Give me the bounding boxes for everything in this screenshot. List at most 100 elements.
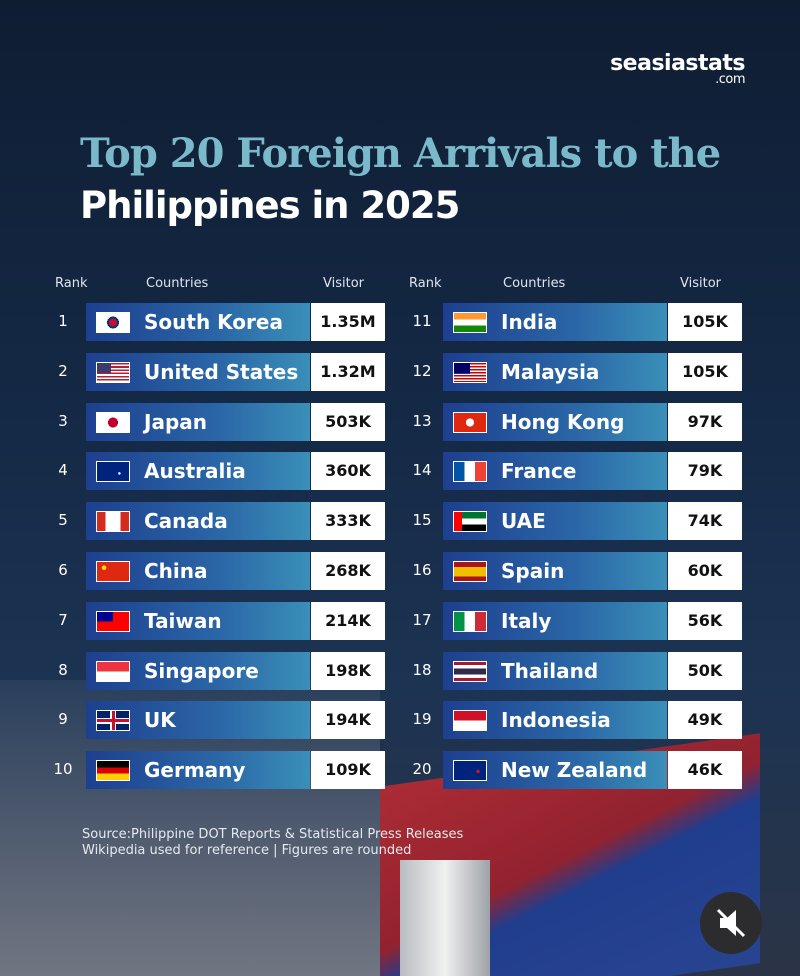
country-pill: Indonesia <box>443 701 667 740</box>
country-pill: South Korea <box>86 303 310 341</box>
visitor-count: 503K <box>311 402 385 441</box>
brand: seasiastats .com <box>610 53 745 87</box>
country-name: Thailand <box>501 658 599 683</box>
rank: 8 <box>58 660 68 679</box>
country-name: Malaysia <box>501 359 600 384</box>
column-header: Visitor <box>680 276 721 291</box>
visitor-count: 1.32M <box>311 352 385 391</box>
flag <box>453 760 487 782</box>
country-name: Italy <box>501 608 552 633</box>
country-pill: Thailand <box>443 651 667 690</box>
country-name: Singapore <box>144 658 259 683</box>
title-line2: Philippines in 2025 <box>80 184 460 227</box>
country-pill: United States <box>86 352 310 391</box>
country-pill: France <box>443 452 667 491</box>
visitor-count: 56K <box>668 601 742 640</box>
country-name: South Korea <box>144 310 283 334</box>
rank: 20 <box>412 760 432 779</box>
visitor-count: 49K <box>668 701 742 740</box>
note: Wikipedia used for reference | Figures a… <box>82 843 412 858</box>
visitor-count: 60K <box>668 552 742 590</box>
country-name: Germany <box>144 758 246 783</box>
rank: 11 <box>412 312 432 330</box>
rank: 6 <box>58 561 68 579</box>
country-name: UAE <box>501 509 546 534</box>
rank: 14 <box>412 461 432 480</box>
column-header: Visitor <box>323 276 364 291</box>
rank: 19 <box>412 710 432 729</box>
country-pill: UK <box>86 701 310 740</box>
rank: 15 <box>412 511 432 530</box>
pillar <box>400 860 490 976</box>
country-name: UK <box>144 708 176 733</box>
country-pill: Canada <box>86 502 310 541</box>
country-name: France <box>501 459 577 484</box>
rank: 10 <box>53 760 73 779</box>
country-pill: Italy <box>443 601 667 640</box>
country-pill: Malaysia <box>443 352 667 391</box>
flag <box>96 461 130 483</box>
country-name: New Zealand <box>501 758 648 783</box>
country-name: Taiwan <box>144 608 222 633</box>
flag <box>453 561 487 582</box>
flag <box>96 361 130 383</box>
title-line1: Top 20 Foreign Arrivals to the <box>80 130 721 177</box>
country-pill: UAE <box>443 502 667 541</box>
flag <box>453 361 487 383</box>
column-header: Rank <box>55 276 88 291</box>
visitor-count: 74K <box>668 502 742 541</box>
flag <box>96 312 130 333</box>
visitor-count: 198K <box>311 651 385 690</box>
rank: 17 <box>412 610 432 629</box>
country-pill: Japan <box>86 402 310 441</box>
country-pill: Singapore <box>86 651 310 690</box>
visitor-count: 97K <box>668 402 742 441</box>
country-name: Canada <box>144 509 228 534</box>
flag <box>453 411 487 433</box>
brand-suffix: .com <box>715 72 745 87</box>
country-name: United States <box>144 359 299 384</box>
country-name: India <box>501 310 558 334</box>
flag <box>453 660 487 682</box>
country-name: Indonesia <box>501 708 611 733</box>
country-pill: Australia <box>86 452 310 491</box>
country-pill: India <box>443 303 667 341</box>
visitor-count: 268K <box>311 552 385 590</box>
column-header: Countries <box>503 276 566 291</box>
rank: 5 <box>58 511 68 530</box>
flag <box>453 610 487 632</box>
source: Source:Philippine DOT Reports & Statisti… <box>82 827 464 842</box>
country-name: Japan <box>144 409 207 434</box>
country-pill: Hong Kong <box>443 402 667 441</box>
rank: 2 <box>58 361 68 380</box>
column-header: Countries <box>146 276 209 291</box>
rank: 4 <box>58 461 68 480</box>
footer: Source:Philippine DOT Reports & Statisti… <box>82 827 463 859</box>
flag <box>453 511 487 533</box>
visitor-count: 333K <box>311 502 385 541</box>
mute-button[interactable] <box>700 892 762 954</box>
rank: 1 <box>58 312 68 330</box>
visitor-count: 214K <box>311 601 385 640</box>
visitor-count: 360K <box>311 452 385 491</box>
flag <box>453 312 487 333</box>
rank: 16 <box>412 561 432 579</box>
flag <box>453 710 487 732</box>
country-pill: Taiwan <box>86 601 310 640</box>
rank: 9 <box>58 710 68 729</box>
rank: 12 <box>412 361 432 380</box>
mute-icon <box>716 908 746 938</box>
flag <box>96 610 130 632</box>
visitor-count: 105K <box>668 303 742 341</box>
visitor-count: 194K <box>311 701 385 740</box>
flag <box>96 411 130 433</box>
country-name: Spain <box>501 559 565 583</box>
country-pill: New Zealand <box>443 751 667 790</box>
country-name: Australia <box>144 459 246 484</box>
visitor-count: 79K <box>668 452 742 491</box>
visitor-count: 105K <box>668 352 742 391</box>
visitor-count: 50K <box>668 651 742 690</box>
visitor-count: 109K <box>311 751 385 790</box>
column-header: Rank <box>409 276 442 291</box>
